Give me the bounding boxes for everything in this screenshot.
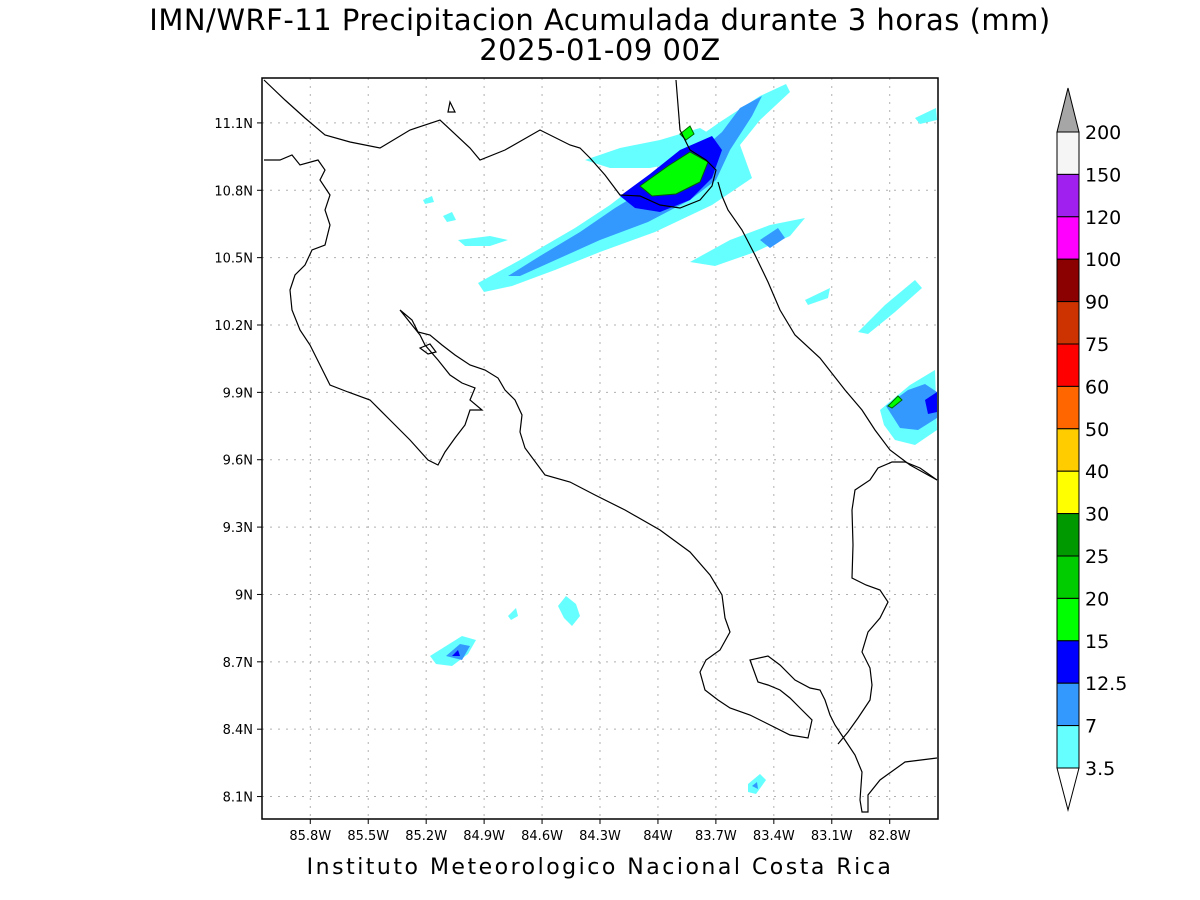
precip-area-3.5 [690,218,805,266]
colorbar-swatch [1056,173,1080,218]
colorbar-level-label: 60 [1085,376,1109,398]
colorbar-swatch [1056,301,1080,345]
pacific-coast [264,154,938,813]
precip-area-7 [760,228,785,248]
x-tick-label: 84.6W [521,829,563,844]
colorbar-level-label: 7 [1085,716,1097,738]
coastlines [263,79,938,813]
y-tick-label: 9N [235,588,253,603]
latitude-axis: 11.1N 10.8N 10.5N 10.2N 9.9N 9.6N 9.3N 9N 8.7N 8.… [214,117,262,806]
precip-area-3.5 [915,108,937,124]
colorbar-level-label: 3.5 [1085,758,1115,780]
x-tick-label: 83.4W [753,829,795,844]
colorbar-swatch [1056,258,1080,303]
precip-area-3.5 [423,196,434,204]
colorbar-swatch [1056,682,1080,727]
colorbar-level-label: 25 [1085,546,1109,568]
x-tick-label: 83.7W [695,829,737,844]
y-tick-label: 9.9N [223,386,253,401]
x-tick-label: 84W [643,829,673,844]
colorbar-swatch [1056,470,1080,515]
graticule [262,78,938,819]
colorbar-swatch [1056,343,1080,387]
colorbar-bottom-arrow [1056,767,1080,812]
caribbean-coast [717,181,938,481]
y-tick-label: 11.1N [214,117,253,132]
precip-area-3.5 [805,288,830,305]
y-tick-label: 8.4N [223,723,253,738]
x-tick-label: 85.5W [347,829,389,844]
colorbar-level-label: 30 [1085,504,1109,526]
island [447,100,456,113]
island [418,343,438,355]
colorbar-swatch [1056,131,1080,175]
colorbar-swatch [1056,513,1080,557]
colorbar-swatch [1056,385,1080,430]
y-tick-label: 8.1N [223,791,253,806]
precip-area-3.5 [458,236,508,246]
y-tick-label: 9.3N [223,521,253,536]
precip-area-3.5 [443,212,456,222]
colorbar-level-label: 50 [1085,419,1109,441]
x-tick-label: 85.8W [289,829,331,844]
precip-area-15 [887,395,903,409]
colorbar-level-label: 100 [1085,249,1121,271]
precip-area-7 [886,384,937,430]
x-tick-label: 84.9W [463,829,505,844]
colorbar-level-label: 12.5 [1085,673,1127,695]
precip-area-3.5 [558,596,580,626]
colorbar-swatch [1056,597,1080,642]
colorbar-swatch [1056,428,1080,472]
x-tick-label: 84.3W [579,829,621,844]
colorbar-swatch [1056,725,1080,769]
colorbar-level-label: 15 [1085,631,1109,653]
map-datetime: 2025-01-09 00Z [479,33,721,67]
y-tick-label: 8.7N [223,656,253,671]
y-tick-label: 10.5N [214,252,253,267]
colorbar-swatch [1056,555,1080,599]
precip-area-3.5 [858,280,922,334]
precip-area-3.5 [508,608,518,620]
colorbar-level-label: 90 [1085,292,1109,314]
colorbar-level-label: 75 [1085,334,1109,356]
longitude-axis: 85.8W 85.5W 85.2W 84.9W 84.6W 84.3W 84W 83.7W 83… [289,819,911,844]
precip-area-7 [508,96,762,276]
colorbar-top-arrow [1056,87,1080,133]
precip-area-12.5 [452,650,460,656]
map-title: IMN/WRF-11 Precipitacion Acumulada duran… [149,3,1051,37]
x-tick-label: 83.1W [811,829,853,844]
x-tick-label: 85.2W [405,829,447,844]
precip-area-7 [752,782,758,789]
map-frame [261,77,939,820]
colorbar-level-label: 20 [1085,588,1109,610]
y-tick-label: 10.8N [214,184,253,199]
precipitation-field [423,84,937,794]
colorbar-level-label: 40 [1085,461,1109,483]
colorbar-level-label: 150 [1085,164,1121,186]
y-tick-label: 10.2N [214,319,253,334]
colorbar-level-label: 200 [1085,122,1121,144]
y-tick-label: 9.6N [223,454,253,469]
panama-border [837,461,938,745]
nicaragua-border [263,79,717,209]
precip-area-15 [639,151,709,197]
colorbar-swatch [1056,640,1080,684]
colorbar-legend: 200 150 120 100 90 75 60 50 40 30 25 20 15 12.5 7 3.5 [1056,87,1127,812]
footer-credit: Instituto Meteorologico Nacional Costa R… [306,855,894,880]
x-tick-label: 82.8W [869,829,911,844]
colorbar-level-label: 120 [1085,207,1121,229]
precip-area-12.5 [925,392,937,414]
colorbar-swatch [1056,216,1080,260]
